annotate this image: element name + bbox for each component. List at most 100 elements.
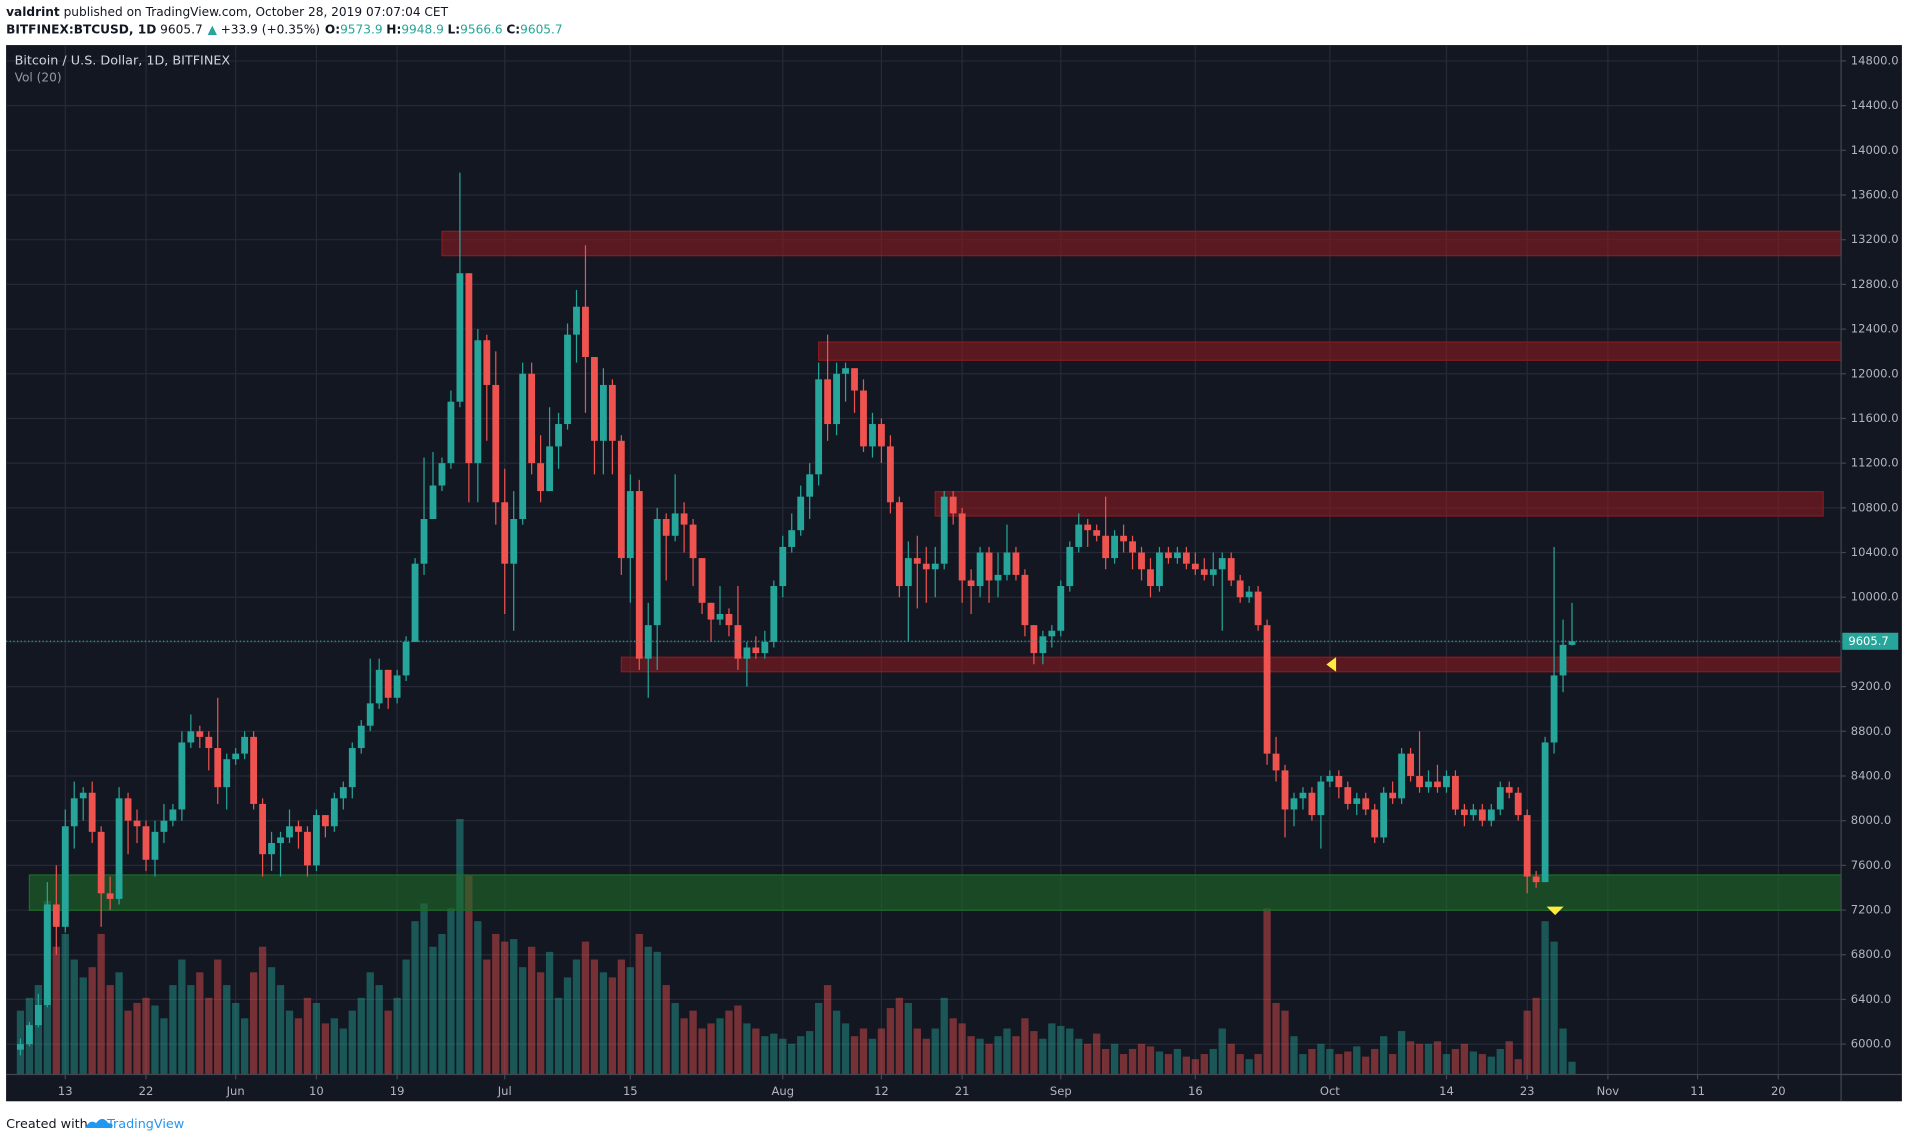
y-tick-label: 12800.0 [1851,277,1899,291]
volume-bar [61,933,69,1075]
candle-body [815,379,823,475]
candle-body [1568,641,1576,645]
volume-bar [384,1010,392,1075]
volume-bar [868,1038,877,1075]
y-tick-label: 7600.0 [1851,858,1891,872]
candle-body [1039,636,1047,654]
ohlc-key: H: [386,22,401,36]
candle-body [366,703,374,726]
volume-bar [375,985,383,1075]
volume-bar [1290,1036,1298,1075]
volume-bar [850,1036,859,1075]
x-tick-label: Sep [1050,1084,1072,1098]
candle-body [1191,563,1199,570]
volume-bar [357,997,365,1075]
candle-body [743,647,751,659]
volume-bar [1344,1051,1352,1075]
volume-bar [1406,1041,1415,1075]
x-tick-label: Oct [1320,1084,1340,1098]
y-tick-label: 14400.0 [1851,98,1899,112]
x-tick-label: Jun [226,1084,245,1098]
y-tick-label: 6800.0 [1851,947,1891,961]
volume-bar [545,951,554,1075]
candle-body [1362,798,1370,810]
candle-body [1487,809,1495,821]
volume-bar [393,997,401,1075]
volume-bar [1568,1061,1576,1075]
symbol: BITFINEX:BTCUSD, 1D [6,22,156,36]
candle-body [1147,569,1154,587]
candle-body [842,368,849,374]
volume-bar [1254,1054,1262,1075]
ohlc-key: O: [325,22,340,36]
candle-body [1425,781,1432,788]
volume-bar [752,1028,760,1075]
volume-bar [689,1010,697,1075]
up-arrow: ▲ [208,22,218,36]
candle-body [582,306,589,358]
candle-body [375,669,383,704]
volume-bar [214,959,222,1075]
volume-bar [510,939,518,1075]
volume-bar [1101,1048,1110,1075]
candle-body [339,787,347,799]
candle-body [1326,775,1334,782]
candle-body [393,675,401,698]
volume-bar [635,933,643,1075]
volume-bar [590,959,599,1075]
volume-bar [626,967,634,1075]
volume-bar [223,985,231,1075]
volume-bar [572,959,581,1075]
candle-body [1156,552,1163,587]
volume-bar [1281,1010,1289,1075]
candle-body [1398,753,1406,799]
volume-bar [1335,1054,1343,1075]
volume-bar [536,972,545,1075]
candle-body [1496,787,1504,810]
candle-body [178,742,186,810]
volume-bar [267,967,276,1075]
volume-bar [662,985,670,1075]
y-tick-label: 13600.0 [1851,188,1899,202]
volume-bar [671,1002,679,1075]
volume-bar [940,997,948,1075]
volume-bar [1119,1054,1128,1075]
candle-body [528,373,536,464]
candle-body [1111,535,1119,559]
candle-body [52,904,60,927]
candle-body [806,474,814,497]
candle-body [967,580,975,587]
candle-body [61,826,69,927]
candle-body [321,815,329,827]
candle-body [1075,524,1083,547]
candle-body [537,463,545,492]
candle-body [994,574,1002,581]
volume-bar [169,985,177,1075]
volume-bar [1155,1051,1164,1075]
volume-bar [1451,1048,1460,1075]
x-tick-label: 21 [955,1084,970,1098]
volume-bar [456,818,464,1075]
candle-body [142,826,150,860]
candle-body [555,424,562,447]
candle-body [151,831,159,860]
volume-bar [1236,1054,1244,1075]
volume-bar [743,1023,751,1075]
candle-body [1514,792,1522,816]
candle-body [599,384,607,441]
volume-bar [1182,1056,1191,1075]
volume-bar [761,1036,769,1075]
candle-body [617,440,625,559]
volume-bar [276,985,285,1075]
x-tick-label: 22 [139,1084,154,1098]
candle-body [456,273,464,402]
candle-body [474,340,482,464]
zones [28,230,1842,911]
candle-body [761,641,769,654]
candle-body [1344,787,1352,804]
volume-bar [519,967,527,1075]
candle-body [1335,775,1343,788]
y-tick-label: 10000.0 [1851,590,1899,604]
candle-body [976,552,984,587]
